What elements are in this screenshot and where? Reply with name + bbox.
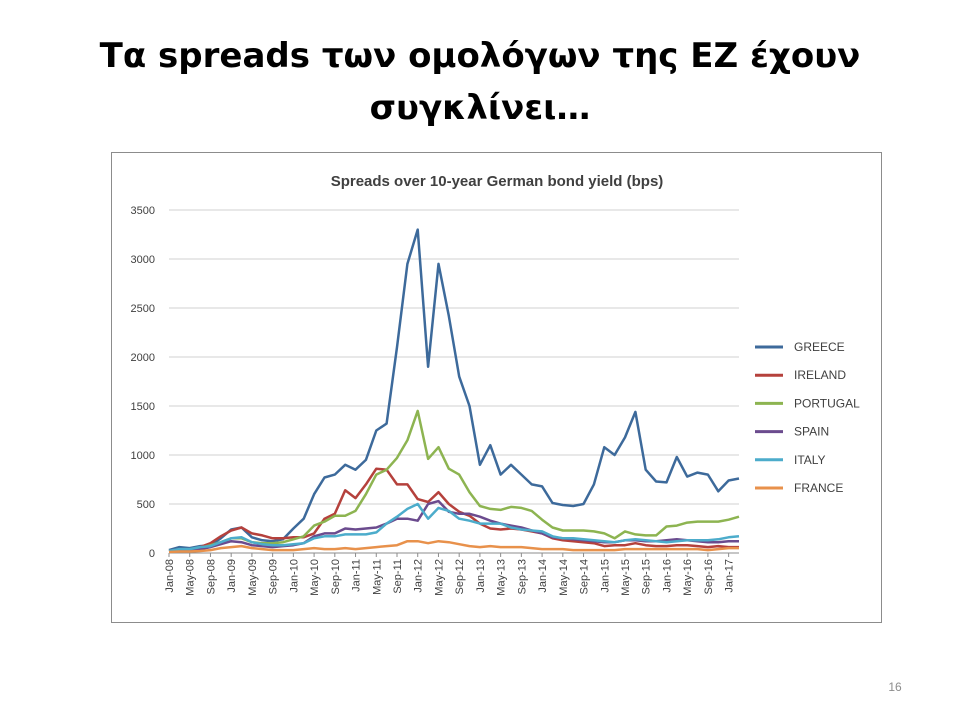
x-tick-label: May-10 — [309, 559, 321, 596]
y-axis-ticks: 0 500 1000 1500 2000 2500 3000 3500 — [131, 205, 155, 560]
x-tick-label: Jan-13 — [475, 559, 487, 593]
chart-title: Spreads over 10-year German bond yield (… — [331, 173, 664, 190]
slide-title: Τα spreads των ομολόγων της ΕΖ έχουν συγ… — [99, 36, 861, 128]
y-tick-label: 1000 — [131, 450, 155, 462]
x-tick-label: May-11 — [371, 559, 383, 595]
gridlines — [169, 209, 739, 554]
x-tick-label: Sep-10 — [330, 559, 342, 594]
y-tick-label: 0 — [149, 548, 155, 560]
y-tick-label: 2000 — [131, 352, 155, 364]
legend-label-france: FRANCE — [794, 481, 843, 495]
series-line-france — [168, 539, 739, 554]
x-tick-label: Jan-12 — [413, 559, 425, 593]
x-tick-label: May-14 — [558, 559, 570, 596]
legend-label-portugal: PORTUGAL — [794, 396, 860, 410]
y-tick-label: 3000 — [131, 254, 155, 266]
legend-label-ireland: IRELAND — [794, 368, 846, 382]
legend: GREECE IRELAND PORTUGAL SPAIN ITALY FRANCE — [755, 340, 860, 495]
x-tick-label: Jan-15 — [599, 559, 611, 593]
x-tick-label: Sep-16 — [703, 559, 715, 594]
x-axis-ticks: Jan-08 May-08 Sep-08 Jan-09 May-09 Sep-09 Jan-… — [164, 553, 736, 596]
legend-label-spain: SPAIN — [794, 425, 829, 439]
x-tick-label: Sep-15 — [641, 559, 653, 594]
legend-label-italy: ITALY — [794, 453, 826, 467]
series-line-portugal — [168, 409, 740, 553]
series-line-ireland — [168, 467, 739, 553]
x-tick-label: Jan-11 — [351, 559, 363, 592]
x-tick-label: Jan-08 — [164, 559, 176, 593]
series-line-italy — [168, 502, 740, 553]
x-tick-label: Sep-09 — [268, 559, 280, 594]
x-tick-label: Jan-09 — [226, 559, 238, 593]
x-tick-label: May-16 — [682, 559, 694, 596]
x-tick-label: May-15 — [620, 559, 632, 596]
chart-frame: Spreads over 10-year German bond yield (… — [111, 152, 882, 623]
x-tick-label: Jan-10 — [288, 559, 300, 593]
series-lines — [168, 228, 740, 554]
x-tick-label: May-08 — [185, 559, 197, 596]
x-tick-label: Jan-16 — [661, 559, 673, 593]
page-number: 16 — [888, 680, 902, 694]
y-tick-label: 2500 — [131, 303, 155, 315]
x-tick-label: Sep-08 — [205, 559, 217, 594]
x-tick-label: Sep-13 — [516, 559, 528, 594]
x-tick-label: Jan-17 — [724, 559, 736, 593]
legend-label-greece: GREECE — [794, 340, 845, 354]
x-tick-label: Sep-11 — [392, 559, 404, 594]
x-tick-label: May-13 — [496, 559, 508, 596]
series-line-greece — [168, 228, 740, 552]
x-tick-label: Sep-14 — [579, 559, 591, 594]
line-chart: Spreads over 10-year German bond yield (… — [131, 173, 861, 596]
y-tick-label: 1500 — [131, 401, 155, 413]
x-tick-label: Jan-14 — [537, 559, 549, 593]
x-tick-label: May-09 — [247, 559, 259, 596]
x-tick-label: May-12 — [433, 559, 445, 596]
y-tick-label: 500 — [137, 499, 155, 511]
y-tick-label: 3500 — [131, 205, 155, 217]
x-tick-label: Sep-12 — [454, 559, 466, 594]
